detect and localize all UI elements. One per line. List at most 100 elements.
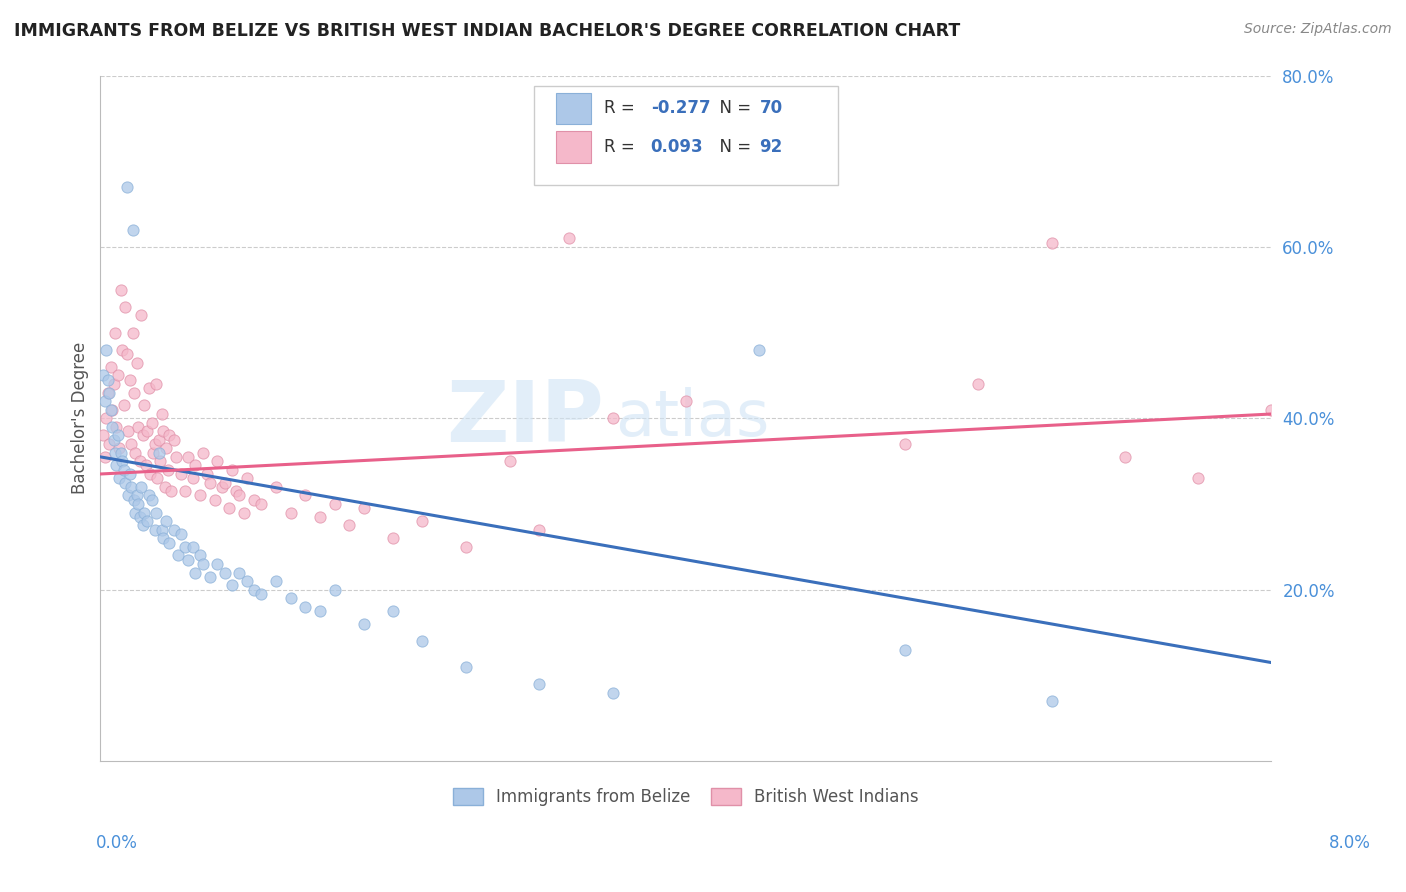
Point: [132, 428, 155, 442]
Point: [557, 231, 579, 245]
Point: [114, 475, 136, 490]
Text: -0.277: -0.277: [651, 99, 710, 118]
Point: [211, 480, 233, 494]
Point: [280, 506, 302, 520]
Point: [135, 458, 157, 473]
Point: [100, 402, 122, 417]
Point: [170, 467, 193, 481]
Point: [1187, 471, 1209, 485]
Point: [529, 523, 551, 537]
Point: [382, 604, 405, 618]
Point: [125, 488, 148, 502]
Text: 92: 92: [759, 138, 783, 156]
Point: [108, 471, 131, 485]
Point: [411, 634, 433, 648]
Point: [1114, 450, 1136, 464]
Point: [184, 566, 207, 580]
Point: [112, 399, 135, 413]
Point: [167, 549, 190, 563]
Point: [294, 488, 316, 502]
Point: [353, 617, 375, 632]
Point: [264, 480, 287, 494]
Point: [110, 283, 132, 297]
Point: [191, 557, 214, 571]
Point: [181, 471, 204, 485]
Point: [104, 445, 127, 459]
Point: [128, 509, 150, 524]
Text: Source: ZipAtlas.com: Source: ZipAtlas.com: [1244, 22, 1392, 37]
Point: [101, 420, 124, 434]
Point: [280, 591, 302, 606]
Point: [97, 385, 120, 400]
Point: [101, 402, 124, 417]
Text: 8.0%: 8.0%: [1329, 834, 1371, 852]
Point: [264, 574, 287, 588]
Point: [174, 484, 197, 499]
Point: [145, 506, 167, 520]
Point: [124, 445, 146, 459]
Text: IMMIGRANTS FROM BELIZE VS BRITISH WEST INDIAN BACHELOR'S DEGREE CORRELATION CHAR: IMMIGRANTS FROM BELIZE VS BRITISH WEST I…: [14, 22, 960, 40]
Point: [235, 471, 257, 485]
Point: [456, 660, 478, 674]
Point: [150, 523, 173, 537]
Text: 0.093: 0.093: [651, 138, 703, 156]
Point: [214, 566, 236, 580]
Point: [353, 501, 375, 516]
Point: [323, 582, 346, 597]
Point: [188, 549, 211, 563]
Point: [382, 531, 405, 545]
Point: [162, 523, 184, 537]
Point: [115, 347, 138, 361]
Point: [1260, 402, 1282, 417]
Point: [127, 497, 149, 511]
Point: [111, 454, 134, 468]
Point: [121, 223, 143, 237]
Point: [456, 540, 478, 554]
Point: [138, 381, 160, 395]
Point: [243, 492, 266, 507]
Point: [337, 518, 360, 533]
Point: [134, 506, 156, 520]
Point: [103, 377, 125, 392]
Point: [214, 475, 236, 490]
Text: 70: 70: [759, 99, 783, 118]
Point: [207, 557, 229, 571]
Point: [143, 523, 166, 537]
Point: [207, 454, 229, 468]
Point: [118, 373, 141, 387]
Point: [134, 399, 156, 413]
Point: [111, 343, 134, 357]
Point: [221, 578, 243, 592]
Point: [148, 433, 170, 447]
Point: [146, 471, 169, 485]
Point: [145, 377, 167, 392]
Point: [141, 492, 163, 507]
Point: [97, 373, 120, 387]
Point: [529, 677, 551, 691]
Point: [103, 433, 125, 447]
Point: [131, 309, 153, 323]
Point: [170, 527, 193, 541]
Point: [98, 385, 121, 400]
Point: [149, 454, 172, 468]
Text: atlas: atlas: [616, 387, 770, 450]
Point: [323, 497, 346, 511]
Point: [139, 467, 162, 481]
Point: [150, 407, 173, 421]
Point: [105, 420, 128, 434]
Point: [218, 501, 240, 516]
Point: [93, 450, 115, 464]
Text: ZIP: ZIP: [446, 376, 603, 459]
Point: [93, 394, 115, 409]
Point: [128, 454, 150, 468]
Point: [243, 582, 266, 597]
Text: N =: N =: [709, 99, 756, 118]
Point: [198, 570, 221, 584]
Point: [107, 368, 129, 383]
Point: [162, 433, 184, 447]
Text: N =: N =: [709, 138, 756, 156]
Point: [159, 484, 181, 499]
Point: [250, 497, 273, 511]
Point: [108, 442, 131, 456]
Point: [204, 492, 226, 507]
